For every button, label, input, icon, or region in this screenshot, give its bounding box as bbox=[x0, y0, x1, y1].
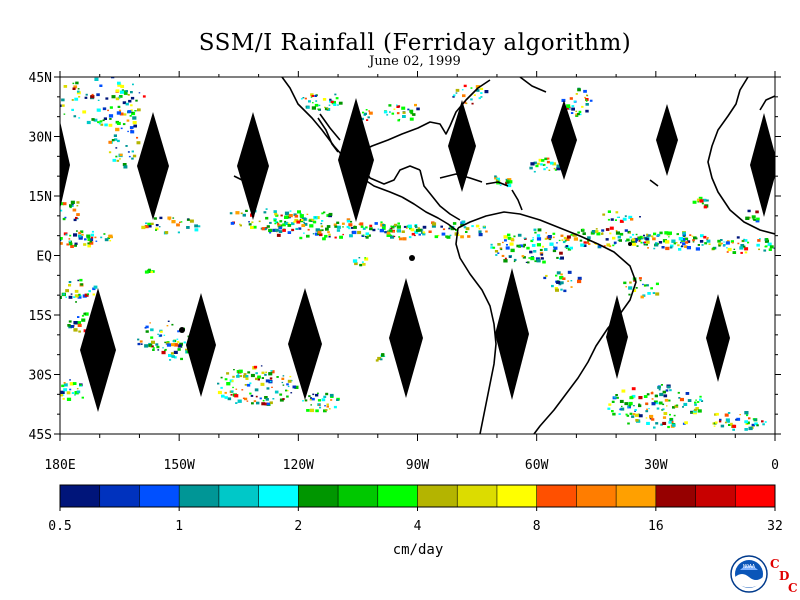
swath-gap bbox=[237, 112, 269, 220]
swath-gap bbox=[338, 98, 374, 222]
colorbar-tick-label: 8 bbox=[533, 519, 541, 534]
cdc-letter-1: C bbox=[770, 557, 780, 571]
colorbar-swatch bbox=[536, 485, 577, 507]
coast-caribbean-ca bbox=[419, 169, 461, 221]
noaa-logo-text: NOAA bbox=[743, 564, 755, 570]
coast-sa-west bbox=[455, 227, 497, 434]
coast-gulf bbox=[359, 79, 491, 153]
map-date: June 02, 1999 bbox=[369, 54, 461, 69]
colorbar-unit: cm/day bbox=[393, 542, 444, 558]
colorbar-swatch bbox=[496, 485, 538, 507]
colorbar-swatch bbox=[655, 485, 697, 507]
colorbar-tick-label: 0.5 bbox=[48, 519, 71, 534]
colorbar-swatch bbox=[735, 485, 776, 507]
coast-hispaniola bbox=[485, 181, 509, 187]
map-plot-area bbox=[60, 77, 775, 434]
coast-antilles bbox=[511, 189, 523, 211]
lat-tick-label: 45S bbox=[29, 428, 52, 443]
coastlines bbox=[233, 77, 775, 434]
lon-tick-label: 120W bbox=[283, 458, 314, 473]
coast-africa bbox=[707, 77, 775, 235]
swath-gap bbox=[137, 112, 169, 220]
colorbar-tick-label: 16 bbox=[648, 519, 664, 534]
swath-gap bbox=[288, 288, 322, 400]
swath-gap bbox=[80, 288, 116, 412]
lon-tick-label: 30W bbox=[644, 458, 668, 473]
swath-gap bbox=[606, 295, 628, 379]
colorbar-swatch bbox=[179, 485, 220, 507]
colorbar-swatch bbox=[60, 485, 101, 507]
colorbar-swatch bbox=[298, 485, 339, 507]
coast-mexico-gulf bbox=[359, 151, 421, 185]
coast-baja bbox=[317, 113, 341, 153]
swath-gap bbox=[656, 104, 678, 176]
rain-patches bbox=[60, 77, 775, 431]
island-small-2 bbox=[649, 179, 659, 187]
coast-south-america bbox=[457, 211, 637, 434]
colorbar: 0.5 1 2 4 8 16 32 bbox=[48, 484, 783, 534]
swath-gap bbox=[448, 100, 476, 192]
swath-gap bbox=[389, 278, 423, 398]
lat-tick-label: 30N bbox=[29, 131, 52, 146]
coast-cuba bbox=[439, 173, 483, 183]
lat-tick-label: EQ bbox=[36, 250, 52, 265]
lon-tick-label: 0 bbox=[771, 458, 779, 473]
colorbar-tick-label: 4 bbox=[414, 519, 422, 534]
colorbar-swatch bbox=[616, 485, 657, 507]
swath-speck bbox=[179, 327, 185, 333]
longitude-axis: 180E 150W 120W 90W 60W 30W 0 bbox=[44, 71, 779, 473]
colorbar-swatch bbox=[139, 485, 180, 507]
map-title: SSM/I Rainfall (Ferriday algorithm) bbox=[198, 30, 632, 56]
swath-gap bbox=[60, 121, 70, 209]
swath-gap bbox=[706, 294, 730, 382]
swath-speck bbox=[409, 255, 415, 261]
noaa-logo: NOAA bbox=[730, 555, 768, 593]
swath-gap bbox=[750, 113, 775, 217]
coast-canada-east bbox=[519, 77, 547, 93]
colorbar-swatch bbox=[695, 485, 736, 507]
cdc-letter-2: D bbox=[779, 569, 790, 583]
colorbar-tick-label: 32 bbox=[767, 519, 783, 534]
colorbar-swatch bbox=[457, 485, 498, 507]
island-small bbox=[233, 175, 247, 181]
colorbar-swatch bbox=[576, 485, 617, 507]
swath-gap bbox=[186, 293, 216, 397]
lat-tick-label: 30S bbox=[29, 369, 52, 384]
colorbar-tick-label: 1 bbox=[175, 519, 183, 534]
colorbar-swatch bbox=[338, 485, 379, 507]
lat-tick-label: 15S bbox=[29, 309, 52, 324]
swath-gap bbox=[551, 100, 577, 180]
swath-speck bbox=[628, 242, 632, 246]
colorbar-tick-label: 2 bbox=[294, 519, 302, 534]
latitude-axis: 45N 30N 15N EQ 15S 30S 45S bbox=[29, 71, 781, 443]
colorbar-swatch bbox=[99, 485, 140, 507]
lon-tick-label: 180E bbox=[44, 458, 75, 473]
colorbar-swatch bbox=[417, 485, 458, 507]
lon-tick-label: 60W bbox=[525, 458, 549, 473]
swath-gaps bbox=[60, 98, 775, 412]
swath-gap bbox=[495, 268, 529, 400]
cdc-letter-3: C bbox=[788, 581, 798, 595]
colorbar-swatch bbox=[218, 485, 260, 507]
coast-central-america bbox=[401, 196, 457, 231]
lon-tick-label: 150W bbox=[164, 458, 195, 473]
colorbar-swatch bbox=[377, 485, 418, 507]
lat-tick-label: 45N bbox=[29, 71, 52, 86]
coast-iberia bbox=[759, 95, 775, 111]
colorbar-swatch bbox=[258, 485, 299, 507]
lat-tick-label: 15N bbox=[29, 190, 52, 205]
lon-tick-label: 90W bbox=[406, 458, 430, 473]
